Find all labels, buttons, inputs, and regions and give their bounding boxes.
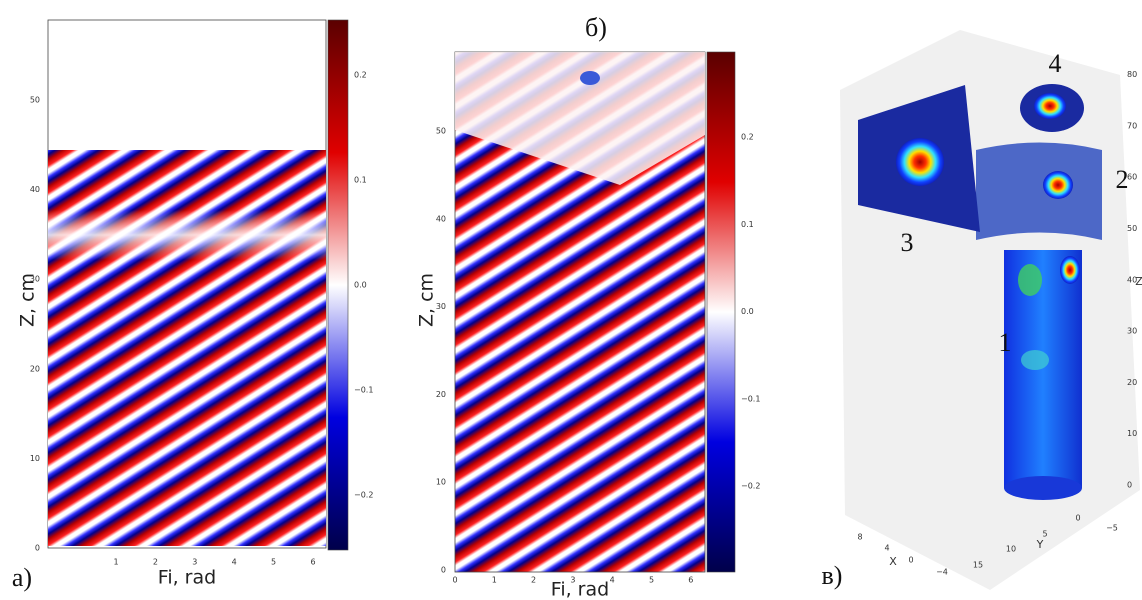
y-tick-label: 15 — [973, 561, 983, 570]
z-tick-label: 50 — [1127, 224, 1137, 233]
blob — [580, 71, 600, 85]
y-tick-label: 30 — [436, 302, 446, 311]
panel-label: в) — [822, 561, 843, 590]
spot — [1043, 171, 1073, 199]
axis-label: X — [889, 555, 897, 568]
colorbar-tick-label: 0.2 — [354, 71, 367, 80]
y-axis-label: Z, cm — [416, 273, 438, 327]
panel-b — [454, 51, 736, 573]
marker-label: 2 — [1116, 165, 1129, 194]
y-tick-label: 5 — [1042, 530, 1047, 539]
heatmap-top — [455, 52, 705, 185]
axis-label: Y — [1036, 538, 1044, 551]
cylinder-base — [1004, 476, 1082, 500]
hotspot — [1060, 256, 1080, 284]
x-tick-label: 2 — [153, 558, 158, 567]
x-tick-label: 8 — [857, 533, 862, 542]
y-tick-label: 50 — [436, 127, 446, 136]
y-tick-label: 10 — [30, 454, 40, 463]
y-tick-label: 10 — [436, 478, 446, 487]
z-tick-label: 70 — [1127, 121, 1137, 130]
colorbar-tick-label: 0.1 — [354, 176, 367, 185]
y-axis-label: Z, cm — [17, 273, 39, 327]
x-tick-label: 3 — [570, 576, 575, 585]
x-tick-label: 0 — [908, 556, 913, 565]
x-tick-label: 6 — [688, 576, 693, 585]
colorbar-tick-label: −0.1 — [354, 386, 373, 395]
marker-label: 1 — [999, 328, 1012, 357]
z-tick-label: 0 — [1127, 481, 1132, 490]
x-tick-label: 6 — [310, 558, 315, 567]
z-tick-label: 20 — [1127, 378, 1137, 387]
x-tick-label: 0 — [452, 576, 457, 585]
colorbar — [327, 19, 349, 551]
heatmap-band — [48, 210, 326, 260]
x-tick-label: 4 — [610, 576, 615, 585]
colorbar-tick-label: 0.0 — [354, 281, 367, 290]
z-tick-label: 80 — [1127, 70, 1137, 79]
panel-label: а) — [12, 563, 32, 592]
y-tick-label: 40 — [30, 185, 40, 194]
cylinder — [1004, 250, 1082, 488]
x-tick-label: 5 — [649, 576, 654, 585]
y-tick-label: −5 — [1106, 524, 1118, 533]
colorbar — [706, 51, 736, 573]
y-tick-label: 20 — [30, 364, 40, 373]
colorbar-tick-label: 0.1 — [741, 220, 754, 229]
y-tick-label: 50 — [30, 96, 40, 105]
y-tick-label: 10 — [1006, 545, 1016, 554]
z-tick-label: 60 — [1127, 173, 1137, 182]
axis-label: Z — [1135, 275, 1142, 288]
colorbar-tick-label: 0.0 — [741, 307, 754, 316]
x-tick-label: −4 — [936, 568, 948, 577]
panel-c — [840, 30, 1140, 590]
marker-label: 3 — [901, 228, 914, 257]
y-tick-label: 30 — [30, 275, 40, 284]
z-tick-label: 40 — [1127, 275, 1137, 284]
heatmap — [48, 150, 326, 546]
colorbar-tick-label: 0.2 — [741, 133, 754, 142]
x-tick-label: 4 — [884, 544, 889, 553]
y-tick-label: 0 — [35, 544, 40, 553]
x-tick-label: 5 — [271, 558, 276, 567]
x-tick-label: 3 — [192, 558, 197, 567]
panel-label: б) — [585, 13, 607, 42]
y-tick-label: 0 — [441, 566, 446, 575]
y-tick-label: 20 — [436, 390, 446, 399]
spot — [1034, 93, 1066, 119]
colorbar-tick-label: −0.2 — [354, 491, 373, 500]
marker-label: 4 — [1049, 49, 1062, 78]
spot — [896, 138, 944, 186]
z-tick-label: 30 — [1127, 327, 1137, 336]
y-tick-label: 40 — [436, 214, 446, 223]
x-tick-label: 2 — [531, 576, 536, 585]
x-tick-label: 1 — [492, 576, 497, 585]
x-tick-label: 4 — [232, 558, 237, 567]
x-axis-label: Fi, rad — [551, 579, 609, 600]
colorbar-tick-label: −0.1 — [741, 394, 760, 403]
x-tick-label: 1 — [113, 558, 118, 567]
plate-2 — [976, 142, 1102, 240]
z-tick-label: 10 — [1127, 429, 1137, 438]
panel-a — [47, 19, 349, 551]
y-tick-label: 0 — [1075, 514, 1080, 523]
x-axis-label: Fi, rad — [158, 567, 216, 589]
hotspot — [1018, 264, 1042, 296]
hotspot — [1021, 350, 1049, 370]
colorbar-tick-label: −0.2 — [741, 482, 760, 491]
